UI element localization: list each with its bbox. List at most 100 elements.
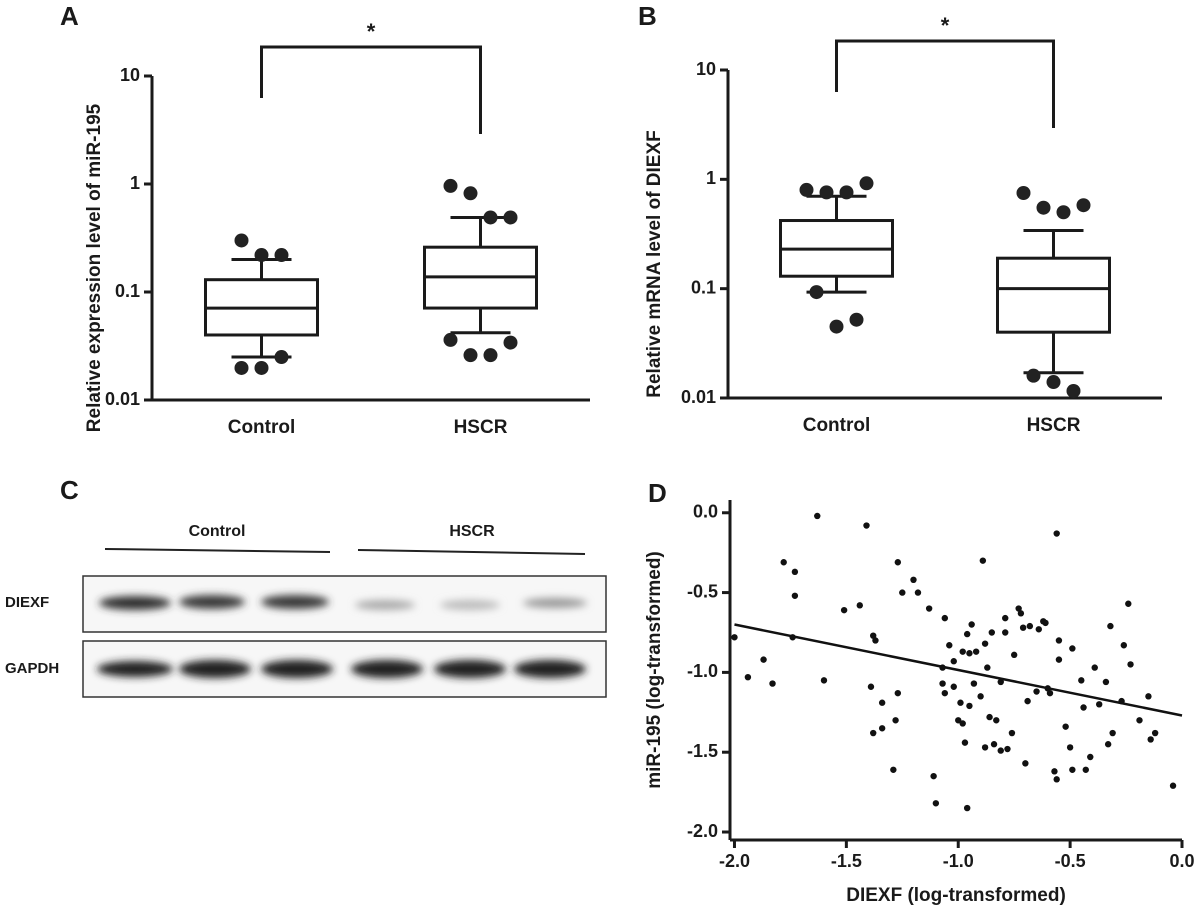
point <box>1109 729 1116 737</box>
outlier <box>503 335 518 350</box>
x-tick-label: -2.0 <box>719 851 750 871</box>
point <box>968 621 975 628</box>
outlier <box>1056 205 1071 220</box>
point <box>840 606 848 614</box>
point <box>1042 619 1049 627</box>
outlier <box>819 185 834 200</box>
point <box>1046 689 1054 697</box>
point <box>894 559 902 566</box>
point <box>914 589 922 596</box>
point <box>1015 605 1022 612</box>
whisker-low <box>450 308 511 335</box>
point <box>986 713 993 721</box>
outlier <box>1066 383 1081 398</box>
y-tick-label: 1 <box>130 173 140 193</box>
outlier <box>234 233 249 248</box>
point <box>731 634 738 641</box>
point <box>1055 637 1063 644</box>
point <box>1035 626 1042 633</box>
group-label: HSCR <box>449 523 495 540</box>
point <box>977 693 984 700</box>
point <box>899 589 906 596</box>
point <box>946 642 953 649</box>
fit-line <box>734 623 1183 717</box>
whisker-high <box>1023 229 1084 259</box>
point <box>925 605 933 612</box>
point <box>993 717 1000 724</box>
point <box>1080 704 1087 711</box>
point <box>1022 760 1029 767</box>
point <box>1026 622 1034 630</box>
outlier <box>234 360 249 375</box>
point <box>941 614 949 622</box>
point <box>872 637 879 644</box>
outlier <box>829 319 844 334</box>
outlier <box>849 312 864 327</box>
outlier <box>799 182 814 197</box>
y-tick-label: 0.1 <box>691 277 716 297</box>
outlier <box>1076 198 1091 213</box>
point <box>744 673 752 681</box>
point <box>791 568 799 576</box>
point <box>966 702 973 710</box>
point <box>1053 776 1060 783</box>
x-tick-label: -1.0 <box>943 851 974 871</box>
outlier <box>1036 200 1051 215</box>
point <box>1004 745 1011 753</box>
y-tick-label: -1.0 <box>687 661 718 681</box>
point <box>1053 530 1060 537</box>
outlier <box>503 210 518 225</box>
whisker-high <box>231 257 292 280</box>
point <box>950 658 957 665</box>
point <box>966 650 973 657</box>
point <box>932 800 940 807</box>
y-tick-label: 0.1 <box>115 281 140 301</box>
point <box>1017 610 1025 617</box>
outlier <box>1026 368 1041 383</box>
point <box>970 680 978 687</box>
point <box>930 772 937 780</box>
point <box>856 602 863 609</box>
y-tick-label: -2.0 <box>687 821 718 841</box>
point <box>1125 600 1132 607</box>
y-axis-label: Relative mRNA level of DIEXF <box>644 130 665 397</box>
x-tick-label: Control <box>803 415 871 436</box>
x-tick-label: HSCR <box>454 417 508 438</box>
point <box>959 648 966 655</box>
outlier <box>463 186 478 201</box>
box <box>996 256 1111 334</box>
point <box>870 729 877 737</box>
point <box>1145 693 1152 700</box>
point <box>1169 782 1177 789</box>
significance-mark: * <box>941 13 950 38</box>
point <box>1024 697 1031 705</box>
group-line <box>357 549 586 555</box>
x-tick-label: 0.0 <box>1169 851 1194 871</box>
point <box>1002 629 1009 636</box>
x-tick-label: HSCR <box>1027 415 1081 436</box>
whisker-low <box>1023 332 1084 375</box>
outlier <box>274 248 289 263</box>
point <box>894 689 902 697</box>
point <box>1096 701 1103 708</box>
point <box>1120 642 1128 649</box>
y-tick-label: -0.5 <box>687 581 718 601</box>
point <box>769 680 776 687</box>
y-tick-label: 1 <box>706 168 716 188</box>
outlier <box>254 360 269 375</box>
outlier <box>809 285 824 300</box>
outlier <box>463 348 478 363</box>
point <box>955 717 962 724</box>
point <box>957 699 964 706</box>
point <box>1066 744 1074 751</box>
point <box>1069 645 1076 652</box>
point <box>1055 656 1063 663</box>
x-tick-label: Control <box>228 417 296 438</box>
significance-bracket <box>835 39 1055 128</box>
whisker-high <box>450 215 511 248</box>
point <box>867 683 875 690</box>
point <box>1033 688 1040 695</box>
point <box>1002 614 1009 622</box>
outlier <box>483 210 498 225</box>
outlier <box>1046 375 1061 390</box>
